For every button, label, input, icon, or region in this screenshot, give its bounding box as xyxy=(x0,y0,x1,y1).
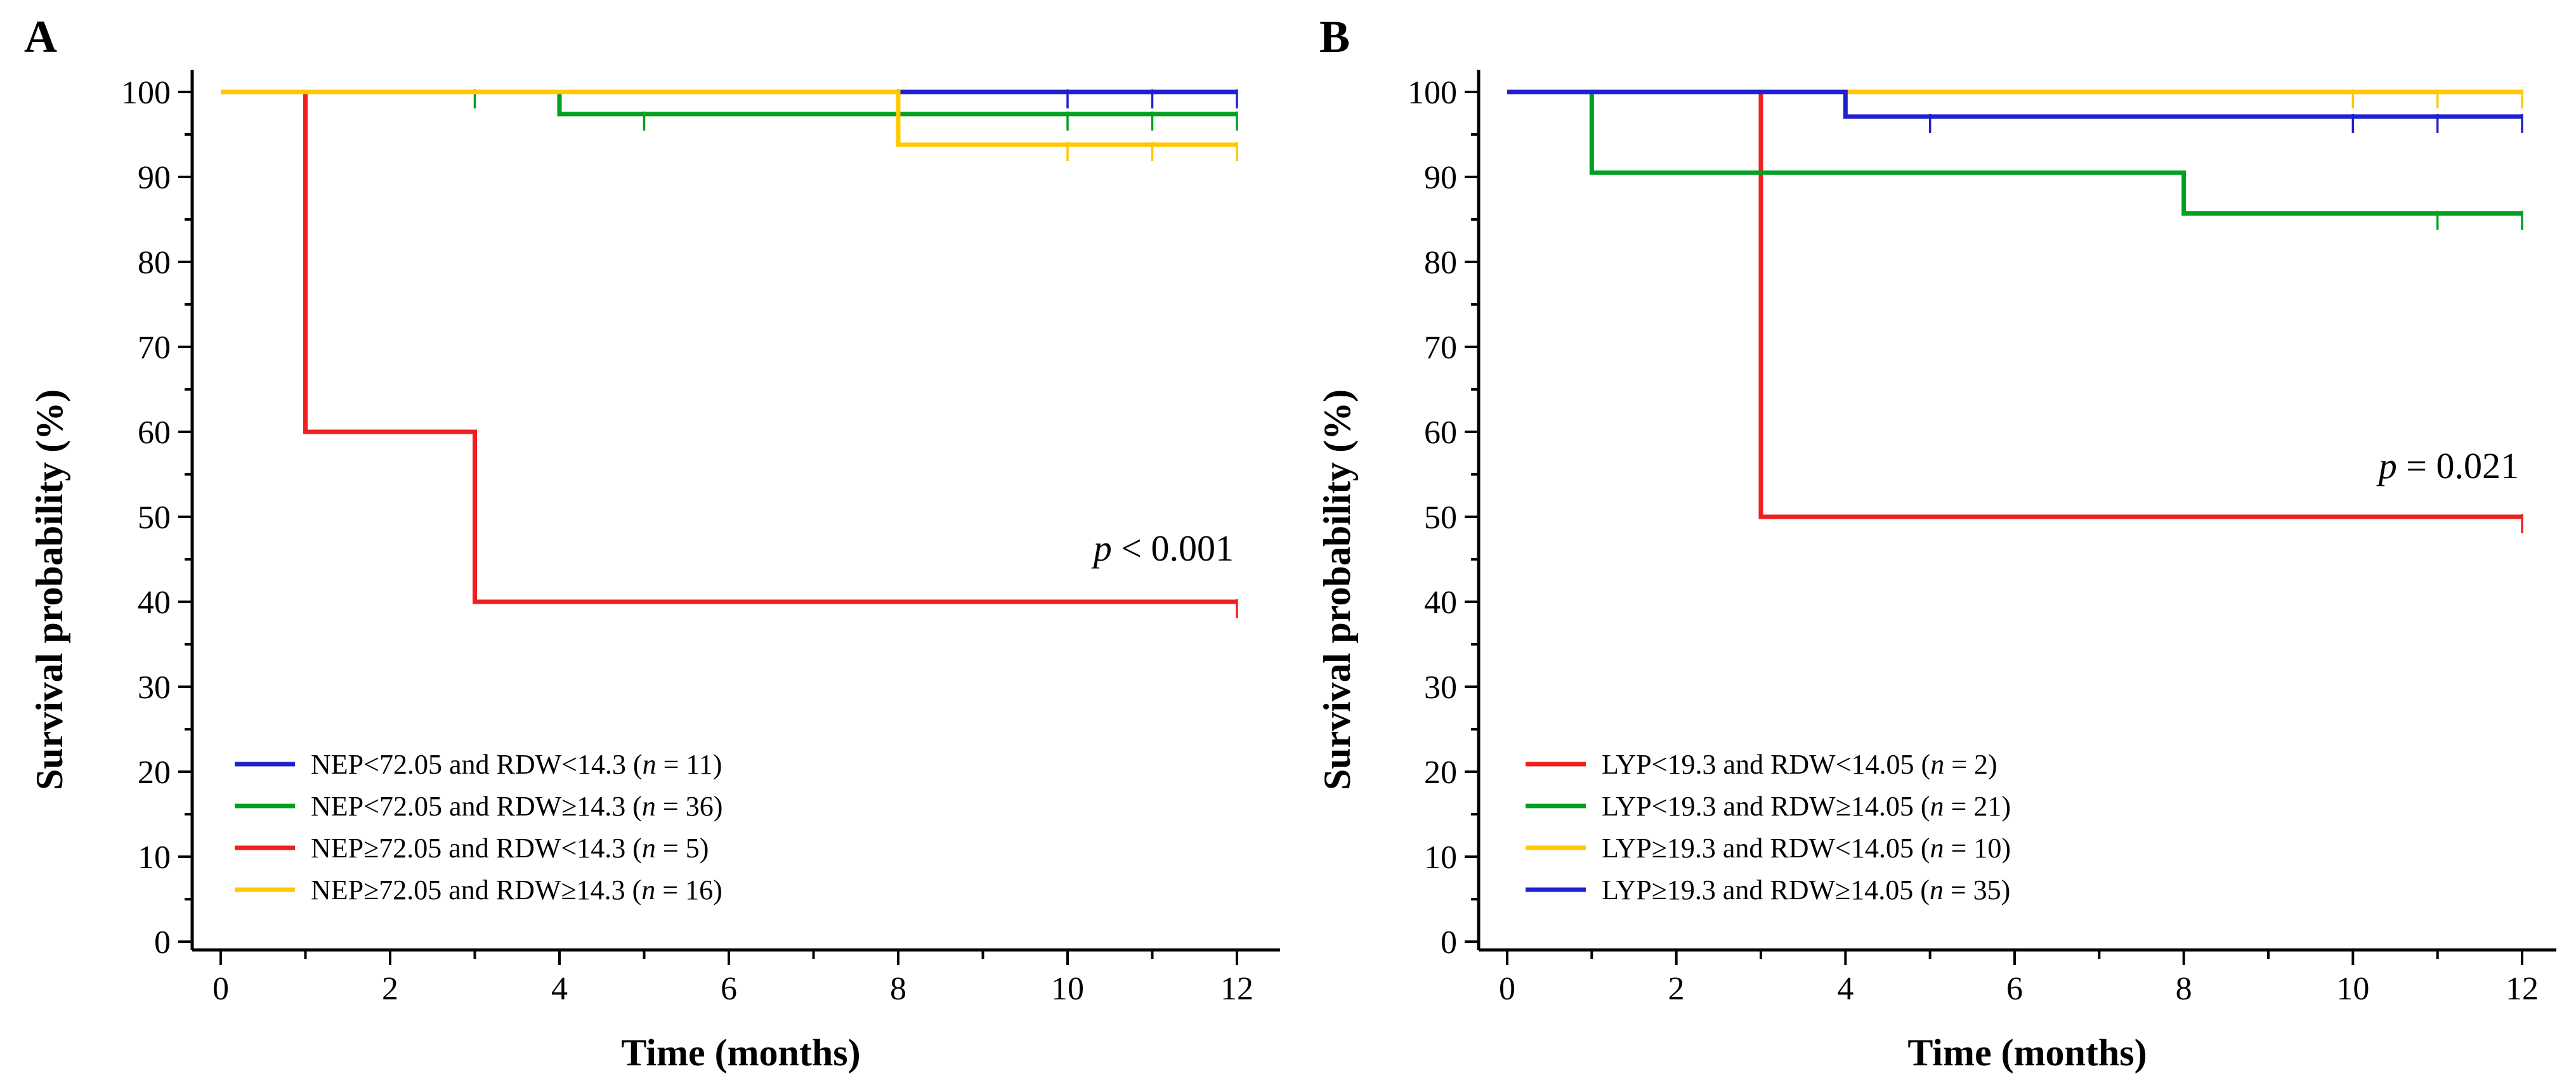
x-tick-label: 4 xyxy=(551,971,568,1007)
p-value-text: = 0.021 xyxy=(2397,445,2519,486)
y-tick-label: 60 xyxy=(1424,415,1457,451)
y-tick-label: 20 xyxy=(138,755,171,791)
x-tick-label: 12 xyxy=(2506,971,2539,1007)
x-tick-label: 2 xyxy=(1668,971,1685,1007)
panel-b: B Survival probability (%) Time (months)… xyxy=(1316,11,2556,1074)
legend-label: LYP<19.3 and RDW<14.05 (n = 2) xyxy=(1602,749,1997,780)
x-tick-label: 0 xyxy=(1499,971,1515,1007)
y-tick-label: 20 xyxy=(1424,755,1457,791)
p-value: p = 0.021 xyxy=(2376,445,2519,486)
legend-label: NEP<72.05 and RDW≥14.3 (n = 36) xyxy=(311,791,722,822)
y-tick-label: 40 xyxy=(138,585,171,621)
y-tick-label: 100 xyxy=(1408,75,1457,111)
y-tick-label: 30 xyxy=(1424,670,1457,706)
y-tick-label: 90 xyxy=(138,160,171,196)
y-tick-label: 30 xyxy=(138,670,171,706)
y-tick-label: 80 xyxy=(138,245,171,281)
x-tick-label: 8 xyxy=(2176,971,2192,1007)
y-tick-label: 70 xyxy=(1424,330,1457,366)
km-curve-4 xyxy=(1507,89,2522,119)
y-tick-label: 50 xyxy=(1424,500,1457,536)
y-tick-label: 10 xyxy=(1424,840,1457,876)
p-symbol: p xyxy=(1091,528,1112,569)
legend-label: NEP≥72.05 and RDW<14.3 (n = 5) xyxy=(311,833,709,864)
legend-label: NEP≥72.05 and RDW≥14.3 (n = 16) xyxy=(311,874,722,906)
y-tick-label: 70 xyxy=(138,330,171,366)
y-tick-label: 80 xyxy=(1424,245,1457,281)
x-tick-label: 6 xyxy=(2006,971,2023,1007)
y-tick-label: 50 xyxy=(138,500,171,536)
y-tick-label: 100 xyxy=(121,75,171,111)
x-tick-label: 2 xyxy=(382,971,398,1007)
km-curve-1 xyxy=(1507,89,2522,519)
x-tick-label: 12 xyxy=(1220,971,1253,1007)
km-curve-2 xyxy=(1507,89,2522,216)
panel-a: A Survival probability (%) Time (months)… xyxy=(24,11,1280,1074)
y-axis-title: Survival probability (%) xyxy=(29,389,70,790)
km-curve-2 xyxy=(221,89,1237,117)
y-tick-label: 0 xyxy=(1441,925,1457,961)
plot-area: 0 10 20 30 40 50 60 70 80 90 100 0 2 4 6 8 10 12 xyxy=(121,70,1280,1007)
y-axis-title: Survival probability (%) xyxy=(1316,389,1358,790)
panel-letter: B xyxy=(1319,11,1350,62)
legend-label: LYP≥19.3 and RDW<14.05 (n = 10) xyxy=(1602,833,2011,864)
p-symbol: p xyxy=(2376,445,2397,486)
p-value-text: < 0.001 xyxy=(1112,528,1234,569)
p-value: p < 0.001 xyxy=(1091,528,1234,569)
y-tick-label: 60 xyxy=(138,415,171,451)
x-tick-label: 0 xyxy=(212,971,229,1007)
y-tick-label: 0 xyxy=(154,925,171,961)
legend-label: NEP<72.05 and RDW<14.3 (n = 11) xyxy=(311,749,722,780)
y-tick-label: 10 xyxy=(138,840,171,876)
panel-letter: A xyxy=(24,11,57,62)
y-tick-label: 40 xyxy=(1424,585,1457,621)
x-tick-label: 10 xyxy=(1051,971,1084,1007)
x-tick-label: 10 xyxy=(2336,971,2369,1007)
legend-label: LYP<19.3 and RDW≥14.05 (n = 21) xyxy=(1602,791,2011,822)
km-curve-3 xyxy=(221,89,1237,604)
legend: NEP<72.05 and RDW<14.3 (n = 11) NEP<72.05… xyxy=(235,749,722,906)
km-curve-4 xyxy=(221,89,1237,147)
x-tick-label: 4 xyxy=(1837,971,1854,1007)
legend-label: LYP≥19.3 and RDW≥14.05 (n = 35) xyxy=(1602,874,2010,906)
x-tick-label: 8 xyxy=(890,971,906,1007)
x-axis-title: Time (months) xyxy=(621,1032,860,1074)
plot-area: 0 10 20 30 40 50 60 70 80 90 100 0 2 4 6 8 10 12 xyxy=(1408,70,2556,1007)
y-tick-label: 90 xyxy=(1424,160,1457,196)
x-axis-title: Time (months) xyxy=(1907,1032,2147,1074)
x-tick-label: 6 xyxy=(721,971,737,1007)
legend: LYP<19.3 and RDW<14.05 (n = 2) LYP<19.3 a… xyxy=(1526,749,2011,906)
